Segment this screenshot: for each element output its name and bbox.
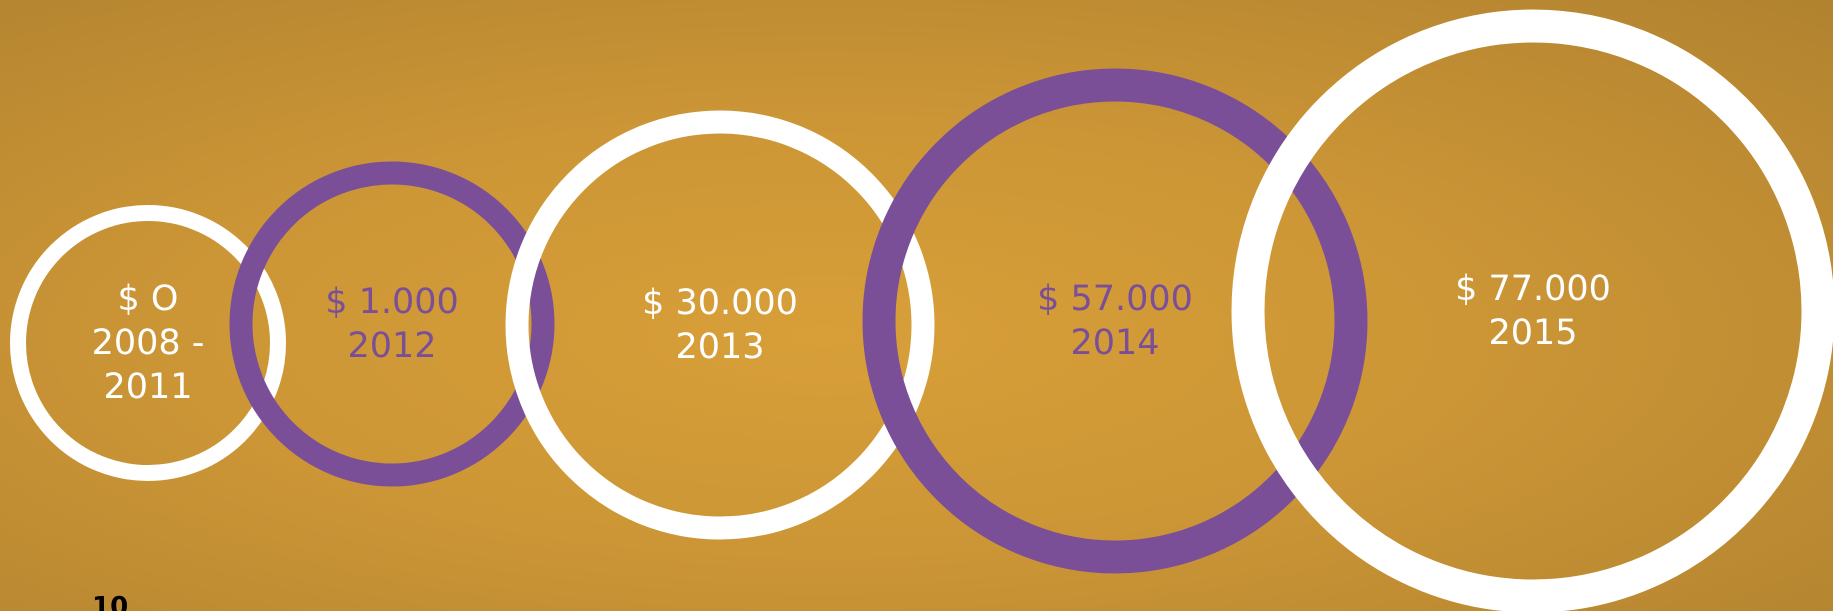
amount: $ 57.000: [1037, 279, 1193, 319]
amount: $ 77.000: [1455, 269, 1611, 309]
ring-label: $ 30.000 2013: [590, 281, 850, 369]
year: 2013: [675, 327, 765, 367]
amount: $ 30.000: [642, 283, 798, 323]
year: 2012: [347, 326, 437, 366]
ring: [505, 110, 935, 540]
ring: [862, 68, 1368, 574]
year: 2014: [1070, 323, 1160, 363]
year: 2015: [1488, 313, 1578, 353]
ring: [10, 205, 286, 481]
ring: [1231, 9, 1833, 611]
year: 2008 - 2011: [91, 323, 205, 407]
page-number: 10: [92, 592, 129, 611]
ring-label: $ 57.000 2014: [985, 277, 1245, 365]
amount: $ 1.000: [325, 282, 459, 322]
ring-label: $ 77.000 2015: [1403, 267, 1663, 355]
amount: $ O: [117, 279, 179, 319]
ring-label: $ 1.000 2012: [272, 280, 512, 368]
ring: [229, 161, 555, 487]
ring-label: $ O 2008 - 2011: [73, 277, 223, 409]
